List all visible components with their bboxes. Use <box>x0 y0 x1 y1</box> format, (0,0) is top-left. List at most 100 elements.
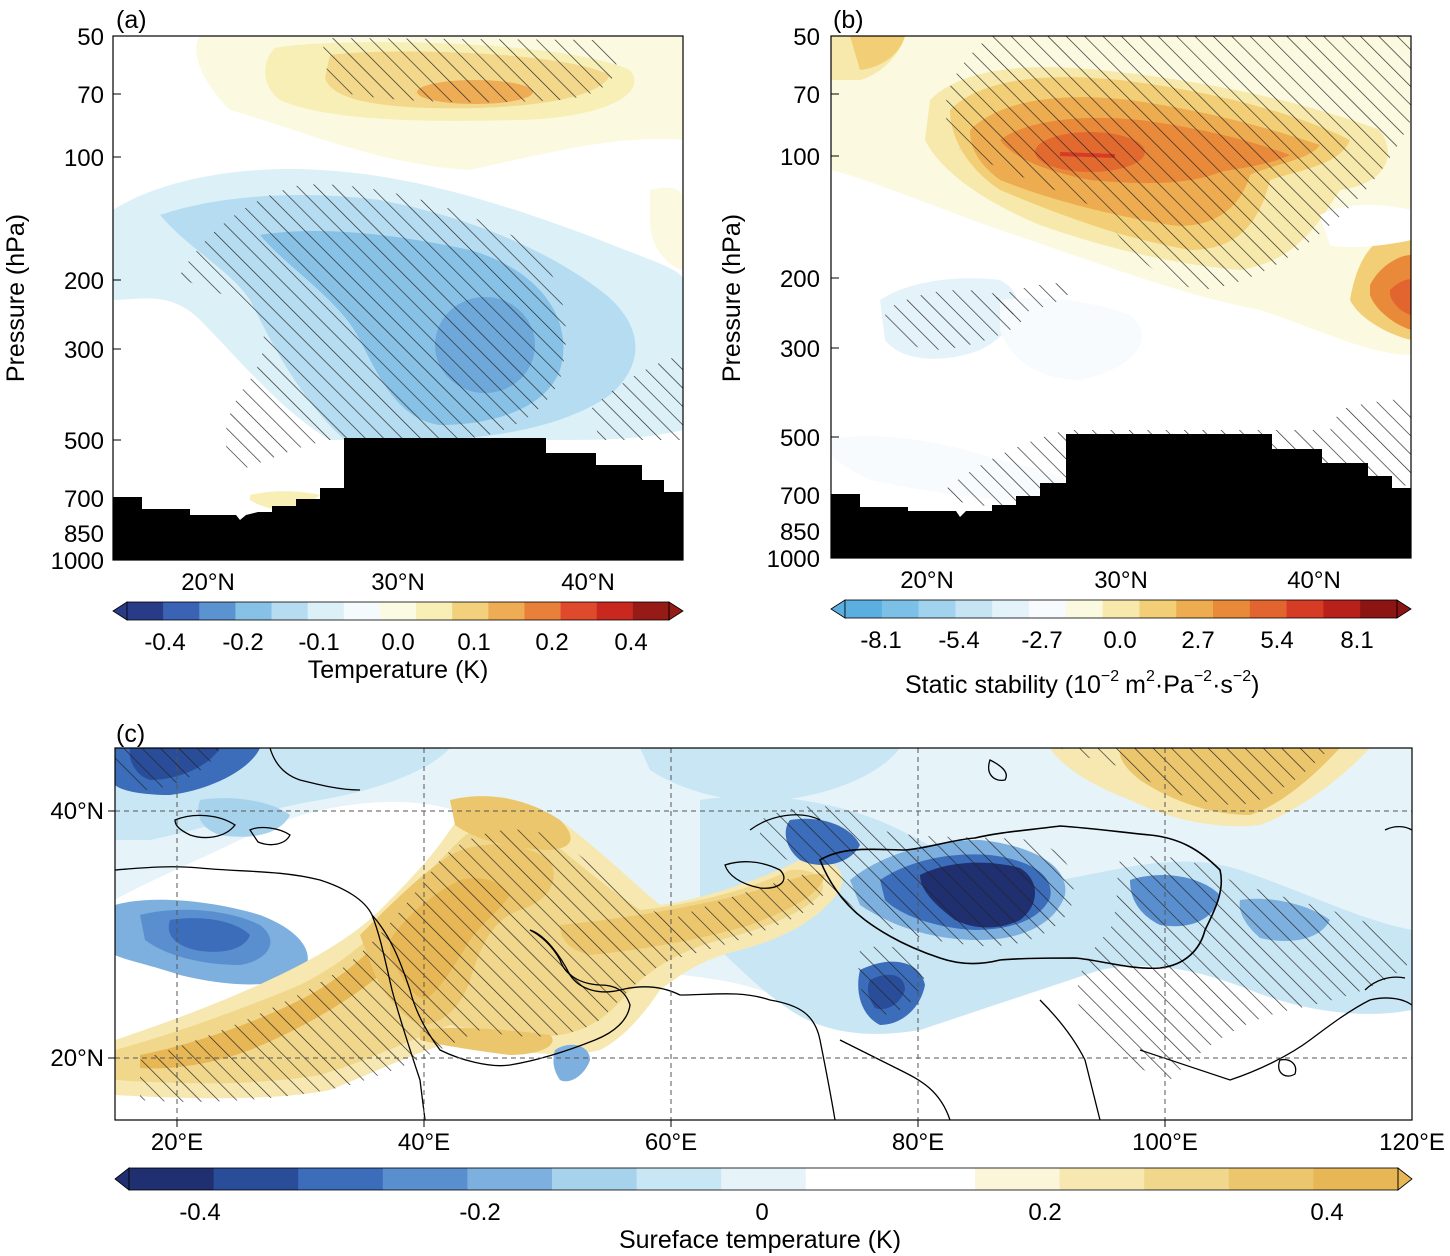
panel-b-x-axis: 20°N 30°N 40°N <box>900 550 1341 594</box>
colorbar-segment <box>845 600 883 618</box>
colorbar-outline <box>128 1167 1399 1191</box>
colorbar-tick-label: 0.1 <box>457 629 490 656</box>
panel-c-map <box>115 748 1412 1120</box>
colorbar-segment <box>721 1168 807 1190</box>
colorbar-segment <box>596 602 634 620</box>
colorbar-segment <box>271 602 309 620</box>
panel-c-label: (c) <box>116 720 145 748</box>
colorbar-tick-label: 0.0 <box>381 629 414 656</box>
colorbar-segment <box>1323 600 1361 618</box>
colorbar-segment <box>199 602 236 620</box>
panel-b-label: (b) <box>833 6 864 34</box>
tibetan-plateau-outline <box>819 825 1223 970</box>
y-tick-label: 40°N <box>50 798 104 825</box>
panel-a-colorbar: -0.4 -0.2 -0.1 0.0 0.1 0.2 0.4 <box>112 601 684 656</box>
y-tick-label: 100 <box>64 145 104 172</box>
colorbar-b-label-exp: −2 <box>1101 668 1119 685</box>
colorbar-segment <box>1029 600 1067 618</box>
colorbar-tick-label: 0.4 <box>614 629 647 656</box>
colorbar-b-label-close: ) <box>1251 671 1259 699</box>
panel-b: (b) 50 70 100 200 300 500 700 850 1000 P… <box>718 6 1412 699</box>
colorbar-segment <box>452 602 489 620</box>
colorbar-segment <box>1213 600 1251 618</box>
colorbar-b-label-m-exp: 2 <box>1146 668 1155 685</box>
colorbar-tick-label: -2.7 <box>1021 627 1062 654</box>
colorbar-b-label-units: m <box>1125 671 1146 699</box>
colorbar-segment <box>1313 1168 1399 1190</box>
colorbar-b-label-pa: ·Pa <box>1155 671 1194 699</box>
colorbar-segment <box>992 600 1030 618</box>
colorbar-segment <box>298 1168 384 1190</box>
colorbar-segment <box>163 602 200 620</box>
colorbar-segment <box>1228 1168 1314 1190</box>
y-tick-label: 500 <box>64 428 104 455</box>
colorbar-tick-label: 2.7 <box>1181 627 1214 654</box>
panel-a-y-axis: 50 70 100 200 300 500 700 850 1000 Press… <box>2 24 121 575</box>
colorbar-segment <box>416 602 453 620</box>
colorbar-tick-label: 0.4 <box>1310 1199 1343 1226</box>
colorbar-tick-label: -0.1 <box>298 629 339 656</box>
topography-mask-b <box>831 434 1411 558</box>
y-tick-label: 20°N <box>50 1045 104 1072</box>
y-tick-label: 850 <box>64 521 104 548</box>
y-tick-label: 500 <box>780 425 820 452</box>
colorbar-extend-max <box>668 601 684 621</box>
colorbar-segment <box>235 602 273 620</box>
significance-hatching-c <box>115 748 1412 1102</box>
colorbar-segment <box>467 1168 553 1190</box>
colorbar-segment <box>805 1168 891 1190</box>
x-tick-label: 40°N <box>1287 567 1341 594</box>
x-tick-label: 60°E <box>645 1129 697 1156</box>
colorbar-tick-label: 0.2 <box>1028 1199 1061 1226</box>
colorbar-c-label: Sureface temperature (K) <box>619 1226 901 1254</box>
colorbar-segment <box>488 602 525 620</box>
colorbar-segment <box>955 600 993 618</box>
y-tick-label: 50 <box>793 24 820 51</box>
y-tick-label: 200 <box>64 268 104 295</box>
panel-b-y-axis: 50 70 100 200 300 500 700 850 1000 Press… <box>718 24 839 573</box>
colorbar-tick-label: -5.4 <box>938 627 979 654</box>
colorbar-segment <box>1065 600 1104 618</box>
colorbar-b-label-main: Static stability (10 <box>905 671 1101 699</box>
x-tick-label: 20°N <box>900 567 954 594</box>
colorbar-tick-label: 8.1 <box>1340 627 1373 654</box>
colorbar-tick-label: 0 <box>755 1199 768 1226</box>
x-tick-label: 30°N <box>1094 567 1148 594</box>
colorbar-extend-min <box>830 599 846 619</box>
colorbar-segment <box>890 1168 976 1190</box>
colorbar-segment <box>1176 600 1214 618</box>
panel-a-x-axis: 20°N 30°N 40°N <box>181 552 615 596</box>
x-tick-label: 20°N <box>181 569 235 596</box>
significance-hatching-a <box>180 38 683 471</box>
colorbar-extend-max <box>1397 1167 1413 1191</box>
colorbar-segment <box>560 602 598 620</box>
colorbar-outline <box>844 599 1398 619</box>
colorbar-segment <box>636 1168 722 1190</box>
colorbar-segment <box>918 600 956 618</box>
colorbar-b-label-s-exp: −2 <box>1233 668 1251 685</box>
y-tick-label: 1000 <box>767 546 820 573</box>
colorbar-tick-label: 0.2 <box>535 629 568 656</box>
colorbar-extend-max <box>1396 599 1412 619</box>
x-tick-label: 40°N <box>561 569 615 596</box>
panel-b-field <box>831 36 1411 558</box>
colorbar-tick-label: 5.4 <box>1260 627 1293 654</box>
colorbar-tick-label: -0.2 <box>222 629 263 656</box>
colorbar-segment <box>881 600 920 618</box>
x-tick-label: 120°E <box>1379 1129 1445 1156</box>
colorbar-segment <box>632 602 670 620</box>
colorbar-segment <box>213 1168 299 1190</box>
colorbar-segment <box>1059 1168 1145 1190</box>
colorbar-outline <box>126 601 670 621</box>
x-tick-label: 100°E <box>1132 1129 1198 1156</box>
panel-a: (a) 50 70 100 200 300 500 700 850 1000 P… <box>2 6 684 684</box>
colorbar-segment <box>1102 600 1140 618</box>
colorbar-segment <box>1139 600 1177 618</box>
colorbar-segment <box>379 602 417 620</box>
colorbar-segment <box>343 602 381 620</box>
y-tick-label: 300 <box>780 336 820 363</box>
panel-a-label: (a) <box>116 6 147 34</box>
coastlines <box>115 748 1412 1120</box>
colorbar-segment <box>1249 600 1288 618</box>
